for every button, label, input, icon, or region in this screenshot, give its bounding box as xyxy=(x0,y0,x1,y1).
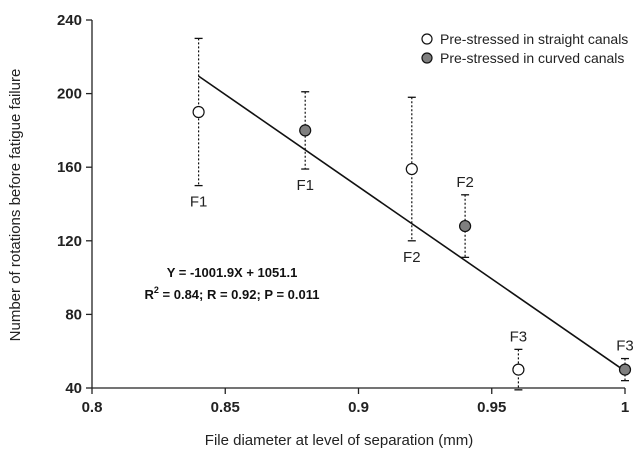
data-point xyxy=(512,363,525,376)
x-axis-ticks: 0.8 0.85 0.9 0.95 1 xyxy=(82,388,629,416)
data-point xyxy=(459,219,472,233)
y-tick-label: 200 xyxy=(57,86,82,103)
point-label: F3 xyxy=(616,338,634,355)
legend-marker-straight xyxy=(421,33,433,45)
error-bars xyxy=(194,37,629,391)
x-axis-title: File diameter at level of separation (mm… xyxy=(205,432,473,449)
y-axis-ticks: 40 80 120 160 200 240 xyxy=(57,12,92,397)
y-tick-label: 120 xyxy=(57,233,82,250)
y-axis-title: Number of rotations before fatigue failu… xyxy=(7,69,24,342)
point-label: F2 xyxy=(456,174,474,191)
x-tick-label: 0.8 xyxy=(82,399,103,416)
point-labels: F1 F2 F3 F1 F2 F3 xyxy=(190,174,634,355)
data-points xyxy=(192,105,632,376)
axes xyxy=(91,20,625,389)
legend-label-curved: Pre-stressed in curved canals xyxy=(440,50,624,66)
legend-label-straight: Pre-stressed in straight canals xyxy=(440,31,628,47)
legend-marker-curved xyxy=(421,52,433,64)
point-label: F3 xyxy=(510,328,528,345)
stats-annotation: R2 = 0.84; R = 0.92; P = 0.011 xyxy=(145,285,320,302)
x-tick-label: 0.9 xyxy=(348,399,369,416)
y-tick-label: 40 xyxy=(65,380,82,397)
x-tick-label: 1 xyxy=(621,399,629,416)
legend: Pre-stressed in straight canals Pre-stre… xyxy=(421,31,628,66)
trendline-group xyxy=(198,75,626,372)
y-tick-label: 80 xyxy=(65,306,82,323)
data-point xyxy=(192,105,205,119)
data-point xyxy=(299,124,312,137)
x-tick-label: 0.95 xyxy=(477,399,506,416)
y-tick-label: 160 xyxy=(57,159,82,176)
x-tick-label: 0.85 xyxy=(211,399,240,416)
point-label: F2 xyxy=(403,249,421,266)
data-point xyxy=(618,363,632,376)
equation-annotation: Y = -1001.9X + 1051.1 xyxy=(167,265,298,280)
trendline xyxy=(198,75,626,372)
point-label: F1 xyxy=(190,194,208,211)
point-label: F1 xyxy=(296,177,314,194)
y-tick-label: 240 xyxy=(57,12,82,29)
data-point xyxy=(405,162,418,176)
